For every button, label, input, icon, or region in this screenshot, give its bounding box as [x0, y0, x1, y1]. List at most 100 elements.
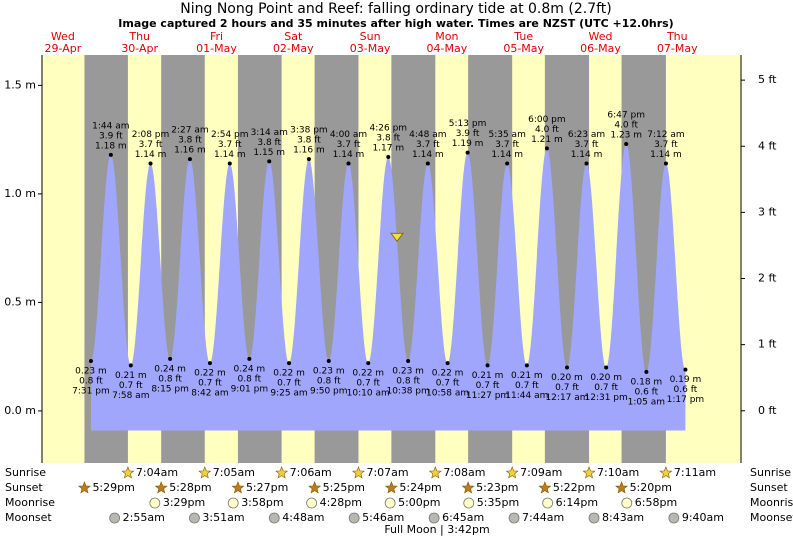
tide-label: 9:50 pm: [310, 387, 348, 397]
tide-label: 3.9 ft: [99, 131, 123, 141]
moonrise-time: 4:28pm: [320, 496, 362, 509]
sun-icon: [428, 466, 442, 479]
weekday: Sun: [360, 30, 381, 43]
tide-label: 1.18 m: [95, 141, 127, 151]
tide-label: 0.8 ft: [79, 377, 103, 387]
tide-label: 1.15 m: [253, 148, 285, 158]
tide-label: 9:01 pm: [231, 384, 269, 394]
date: 04-May: [427, 42, 468, 55]
tide-label: 0.7 ft: [594, 383, 618, 393]
tide-point: [565, 365, 570, 370]
tide-label: 0.20 m: [551, 373, 583, 383]
tide-point: [128, 363, 133, 368]
tide-label: 3.7 ft: [218, 140, 242, 150]
tide-label: 3:38 pm: [290, 126, 328, 136]
tide-label: 4:48 am: [409, 130, 446, 140]
sunrise-time: 7:10am: [597, 466, 639, 479]
tide-label: 11:44 am: [505, 391, 548, 401]
row-label: Sunrise: [750, 466, 791, 479]
y-tick-label: 0.0 m: [4, 404, 36, 417]
tide-label: 10:38 pm: [386, 387, 429, 397]
tide-point: [108, 152, 113, 157]
moonrise-time: 3:29pm: [163, 496, 205, 509]
tide-label: 1.14 m: [412, 150, 444, 160]
tide-label: 0.21 m: [115, 371, 147, 381]
tide-label: 0.7 ft: [555, 383, 579, 393]
tide-label: 2:08 pm: [132, 130, 170, 140]
tide-point: [683, 367, 688, 372]
y2-tick-label: 0 ft: [758, 404, 777, 417]
tide-point: [148, 161, 153, 166]
sunset-time: 5:23pm: [476, 481, 518, 494]
tide-label: 6:47 pm: [607, 110, 645, 120]
tide-label: 4:26 pm: [370, 124, 408, 134]
tide-label: 1.14 m: [650, 150, 682, 160]
tide-label: 0.23 m: [75, 367, 107, 377]
tide-label: 1.23 m: [610, 130, 642, 140]
tide-label: 0.22 m: [352, 369, 384, 379]
sun-icon: [461, 481, 475, 494]
tide-label: 0.7 ft: [198, 379, 222, 389]
tide-label: 4:00 am: [330, 130, 367, 140]
tide-label: 5:13 pm: [449, 119, 487, 129]
tide-label: 11:27 pm: [466, 391, 509, 401]
tide-point: [306, 157, 311, 162]
moon-phase: Full Moon | 3:42pm: [384, 523, 489, 536]
sunrise-time: 7:08am: [443, 466, 485, 479]
weekday: Mon: [435, 30, 458, 43]
tide-label: 4.0 ft: [535, 125, 559, 135]
sunset-time: 5:27pm: [246, 481, 288, 494]
tide-label: 0.7 ft: [515, 381, 539, 391]
sun-icon: [77, 481, 91, 494]
tide-label: 0.7 ft: [119, 381, 143, 391]
y2-tick-label: 5 ft: [758, 73, 777, 86]
tide-label: 3.8 ft: [297, 136, 321, 146]
moonset-time: 4:48am: [282, 511, 324, 524]
tide-label: 1.16 m: [174, 146, 206, 156]
tide-point: [227, 161, 232, 166]
sunrise-time: 7:05am: [213, 466, 255, 479]
moon-icon: [189, 512, 200, 524]
tide-label: 4.0 ft: [614, 120, 638, 130]
tide-point: [187, 157, 192, 162]
tide-label: 3.8 ft: [376, 134, 400, 144]
plot-area: [84, 55, 686, 463]
tide-label: 0.22 m: [432, 369, 464, 379]
tide-label: 0.23 m: [392, 367, 424, 377]
tide-label: 1.14 m: [135, 150, 167, 160]
chart-title: Ning Nong Point and Reef: falling ordina…: [180, 1, 611, 17]
tide-label: 1.17 m: [372, 144, 404, 154]
tide-point: [386, 155, 391, 159]
row-label: Moonset: [750, 511, 793, 524]
y2-tick-label: 3 ft: [758, 205, 777, 218]
weekday: Thu: [128, 30, 150, 43]
sun-icon: [384, 481, 398, 494]
plot: [41, 55, 742, 463]
tide-point: [346, 161, 351, 166]
tide-label: 0.24 m: [154, 364, 186, 374]
tide-label: 0.8 ft: [396, 377, 420, 387]
date: 02-May: [273, 42, 314, 55]
tide-label: 1:17 pm: [667, 395, 705, 405]
moon-icon: [668, 512, 680, 524]
weekday: Wed: [589, 30, 613, 43]
tide-label: 2:27 am: [171, 126, 208, 136]
weekday: Wed: [51, 30, 75, 43]
date: 05-May: [503, 42, 544, 55]
tide-point: [366, 361, 371, 366]
row-label: Sunset: [5, 481, 43, 494]
moonrise-time: 3:58pm: [241, 496, 283, 509]
moonset-time: 8:43am: [602, 511, 644, 524]
moonset-time: 9:40am: [682, 511, 724, 524]
tide-label: 1.21 m: [531, 135, 563, 145]
tide-point: [644, 369, 649, 374]
tide-label: 5:35 am: [488, 130, 525, 140]
moonset-time: 3:51am: [202, 511, 244, 524]
sunset-time: 5:22pm: [553, 481, 595, 494]
row-label: Sunrise: [5, 466, 46, 479]
tide-point: [168, 356, 173, 361]
tide-label: 1.19 m: [452, 139, 484, 149]
y-tick-label: 1.0 m: [4, 187, 36, 200]
moon-icon: [542, 497, 554, 509]
weekday: Fri: [210, 30, 223, 43]
